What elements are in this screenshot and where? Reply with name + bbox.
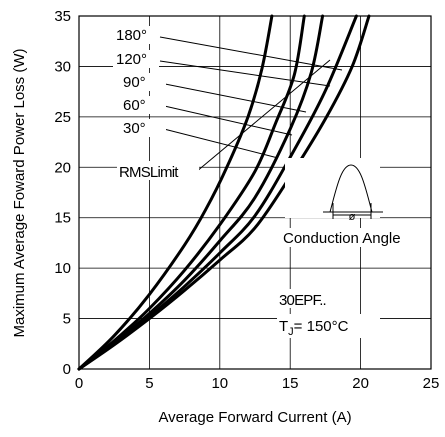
x-tick-label: 5 [145, 375, 153, 392]
label-leader-lines [159, 36, 343, 173]
curve-label-bg [120, 119, 166, 137]
y-tick-label: 5 [63, 311, 71, 328]
curve-label: 180° [116, 27, 147, 44]
curve-label-bg [113, 50, 159, 68]
tj-label: TJ= 150°C [279, 318, 349, 338]
conduction-angle-label: Conduction Angle [283, 230, 401, 247]
curves [77, 14, 371, 371]
series-line [77, 14, 325, 371]
device-label: 30EPF.. [279, 292, 326, 309]
label-leader-line [159, 36, 343, 71]
rms-limit-label: RMSLimit [119, 164, 179, 181]
x-tick-label: 20 [352, 375, 369, 392]
label-leader-line [195, 59, 331, 173]
y-tick-label: 25 [54, 109, 71, 126]
conduction-waveform [329, 164, 373, 213]
conduction-angle-label-bg [281, 228, 411, 247]
curve-label-bg [120, 73, 166, 91]
curve-label: 90° [123, 74, 146, 91]
x-tick-label: 15 [282, 375, 299, 392]
annotations: 180° 120° 90° 60° 30° RMSLimit Conduction Angl… [113, 26, 411, 338]
conduction-angle-symbol: ø [349, 211, 356, 223]
curve-label-bg [113, 26, 159, 44]
curve-label: 120° [116, 51, 147, 68]
y-tick-label: 0 [63, 361, 71, 378]
tick-labels: 0 5 10 15 20 25 0 5 10 15 20 25 30 35 [54, 8, 439, 392]
curve-label: 60° [123, 97, 146, 114]
x-tick-label: 25 [423, 375, 440, 392]
plot-frame [78, 15, 432, 370]
label-leader-line [159, 104, 293, 136]
conduction-angle-inset: ø [285, 158, 383, 223]
y-tick-label: 15 [54, 210, 71, 227]
series-line [77, 14, 274, 371]
series-line [77, 14, 306, 371]
label-leader-line [159, 60, 331, 87]
curve-label-bg [120, 96, 166, 114]
rms-limit-label-bg [117, 161, 199, 180]
grid [79, 16, 431, 369]
tj-label-bg [277, 314, 380, 338]
x-tick-label: 0 [75, 375, 83, 392]
y-tick-label: 35 [54, 8, 71, 25]
y-tick-label: 30 [54, 58, 71, 75]
x-tick-label: 10 [211, 375, 228, 392]
device-label-bg [277, 289, 349, 308]
label-leader-line [159, 82, 307, 113]
y-tick-label: 20 [54, 159, 71, 176]
y-tick-label: 10 [54, 260, 71, 277]
curve-label: 30° [123, 120, 146, 137]
x-axis-title: Average Forward Current (A) [158, 409, 351, 426]
y-axis-title: Maximum Average Foward Power Loss (W) [11, 49, 28, 338]
label-leader-line [159, 127, 279, 159]
